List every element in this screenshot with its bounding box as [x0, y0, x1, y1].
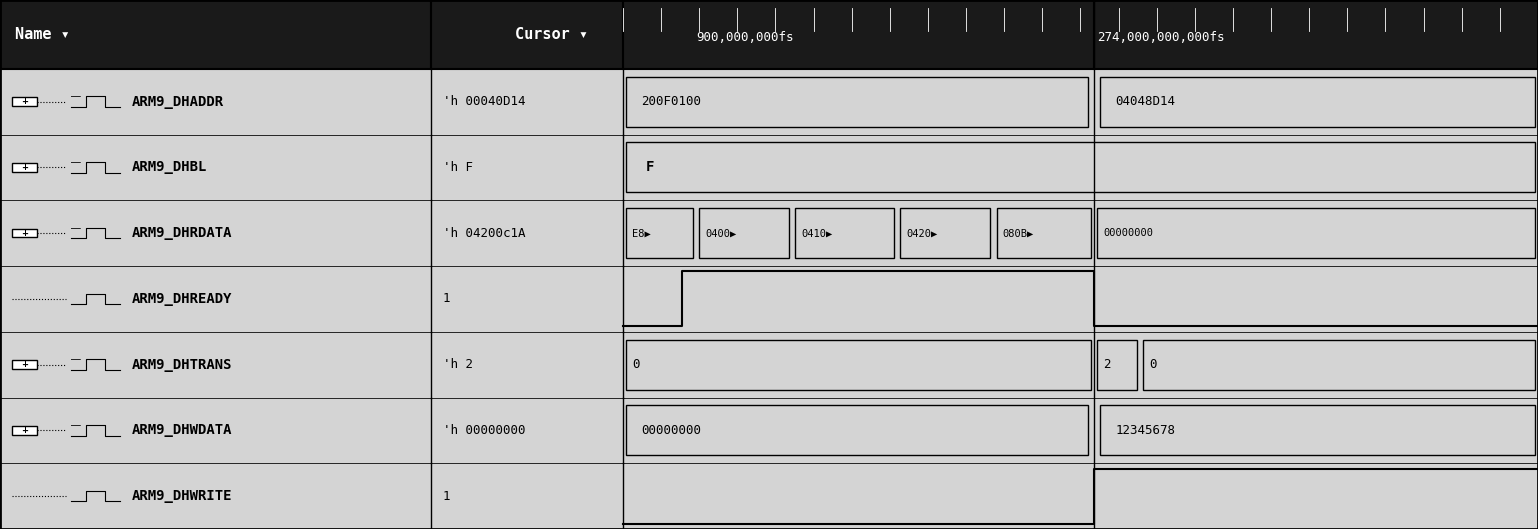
Bar — [1097, 340, 1137, 390]
Bar — [795, 208, 895, 258]
Text: +: + — [22, 426, 28, 435]
Bar — [997, 208, 1090, 258]
Text: ―: ― — [71, 354, 80, 364]
Bar — [12, 426, 37, 435]
Bar — [1100, 77, 1535, 126]
Bar — [0, 134, 1538, 200]
Bar — [700, 208, 789, 258]
Text: 0: 0 — [632, 358, 640, 371]
Text: ―: ― — [71, 157, 80, 167]
Text: 080B▶: 080B▶ — [1003, 228, 1034, 238]
Text: 0420▶: 0420▶ — [907, 228, 938, 238]
Text: +: + — [22, 97, 28, 106]
Bar — [12, 229, 37, 238]
Text: ARM9_DHWDATA: ARM9_DHWDATA — [132, 423, 232, 437]
Bar — [12, 97, 37, 106]
Bar — [1143, 340, 1535, 390]
Text: 12345678: 12345678 — [1115, 424, 1175, 437]
Bar — [0, 397, 1538, 463]
Text: 274,000,000,000fs: 274,000,000,000fs — [1097, 31, 1224, 44]
Text: ―: ― — [71, 92, 80, 102]
Text: ARM9_DHREADY: ARM9_DHREADY — [132, 292, 232, 306]
Text: 'h 00000000: 'h 00000000 — [443, 424, 526, 437]
Text: 00000000: 00000000 — [641, 424, 701, 437]
Text: ARM9_DHTRANS: ARM9_DHTRANS — [132, 358, 232, 372]
Bar — [0, 332, 1538, 397]
Text: 'h 04200c1A: 'h 04200c1A — [443, 226, 526, 240]
Text: E8▶: E8▶ — [632, 228, 651, 238]
Text: +: + — [22, 163, 28, 172]
Text: 'h 2: 'h 2 — [443, 358, 474, 371]
Bar — [1097, 208, 1535, 258]
Text: F: F — [646, 160, 654, 175]
Bar — [626, 340, 1090, 390]
Text: +: + — [22, 360, 28, 369]
Text: 1: 1 — [443, 293, 451, 305]
Text: 900,000,000fs: 900,000,000fs — [697, 31, 794, 44]
Bar — [0, 463, 1538, 529]
Bar — [0, 266, 1538, 332]
Bar — [626, 208, 694, 258]
Text: 'h F: 'h F — [443, 161, 474, 174]
Text: 1: 1 — [443, 490, 451, 503]
Text: ―: ― — [71, 420, 80, 430]
Text: 0410▶: 0410▶ — [801, 228, 832, 238]
Bar — [626, 77, 1087, 126]
Bar — [626, 405, 1087, 455]
Text: Cursor ▾: Cursor ▾ — [515, 27, 588, 42]
Text: 00000000: 00000000 — [1103, 228, 1154, 238]
Text: 04048D14: 04048D14 — [1115, 95, 1175, 108]
Bar — [12, 360, 37, 369]
Bar — [1100, 405, 1535, 455]
Text: ―: ― — [71, 223, 80, 233]
Text: 0400▶: 0400▶ — [706, 228, 737, 238]
Bar — [901, 208, 990, 258]
Bar — [0, 200, 1538, 266]
Text: ARM9_DHRDATA: ARM9_DHRDATA — [132, 226, 232, 240]
Bar — [0, 0, 1538, 69]
Text: 200F0100: 200F0100 — [641, 95, 701, 108]
Text: 'h 00040D14: 'h 00040D14 — [443, 95, 526, 108]
Text: ARM9_DHWRITE: ARM9_DHWRITE — [132, 489, 232, 503]
Text: +: + — [22, 229, 28, 238]
Text: Name ▾: Name ▾ — [15, 27, 71, 42]
Text: ARM9_DHADDR: ARM9_DHADDR — [132, 95, 225, 108]
Text: ARM9_DHBL: ARM9_DHBL — [132, 160, 208, 175]
Text: 2: 2 — [1103, 358, 1110, 371]
Bar — [626, 142, 1535, 193]
Bar — [12, 163, 37, 171]
Text: 0: 0 — [1149, 358, 1157, 371]
Bar — [0, 69, 1538, 134]
